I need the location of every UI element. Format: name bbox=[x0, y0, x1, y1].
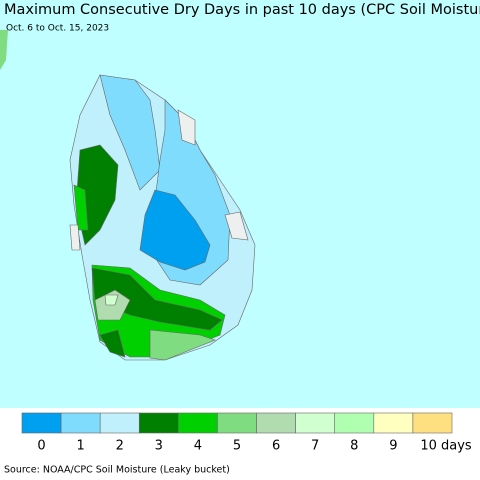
sea bbox=[0, 0, 480, 408]
india-coast bbox=[0, 30, 8, 70]
legend-swatch bbox=[373, 412, 414, 434]
title: Maximum Consecutive Dry Days in past 10 … bbox=[4, 2, 480, 18]
legend-label: 7 bbox=[311, 439, 319, 454]
legend-label: 2 bbox=[116, 439, 124, 454]
legend-label: 8 bbox=[350, 439, 358, 454]
legend-swatch bbox=[412, 412, 453, 434]
legend-swatch bbox=[138, 412, 179, 434]
subtitle: Oct. 6 to Oct. 15, 2023 bbox=[6, 24, 109, 34]
legend-swatch bbox=[99, 412, 140, 434]
legend-label: 5 bbox=[233, 439, 241, 454]
legend-label: 10 days bbox=[420, 439, 472, 454]
legend-label: 4 bbox=[194, 439, 202, 454]
legend-label: 3 bbox=[155, 439, 163, 454]
legend-swatch bbox=[295, 412, 336, 434]
legend-swatch bbox=[217, 412, 257, 434]
legend-swatch bbox=[256, 412, 296, 434]
legend-swatch bbox=[178, 412, 218, 434]
legend: 0 1 2 3 4 5 6 7 8 9 10 days bbox=[21, 412, 472, 454]
legend-label: 6 bbox=[272, 439, 280, 454]
legend-label: 0 bbox=[37, 439, 45, 454]
legend-label: 9 bbox=[389, 439, 397, 454]
island bbox=[69, 74, 256, 361]
legend-swatch bbox=[21, 412, 62, 434]
source: Source: NOAA/CPC Soil Moisture (Leaky bu… bbox=[4, 465, 230, 476]
legend-label: 1 bbox=[76, 439, 84, 454]
legend-swatch bbox=[60, 412, 101, 434]
legend-swatch bbox=[334, 412, 375, 434]
